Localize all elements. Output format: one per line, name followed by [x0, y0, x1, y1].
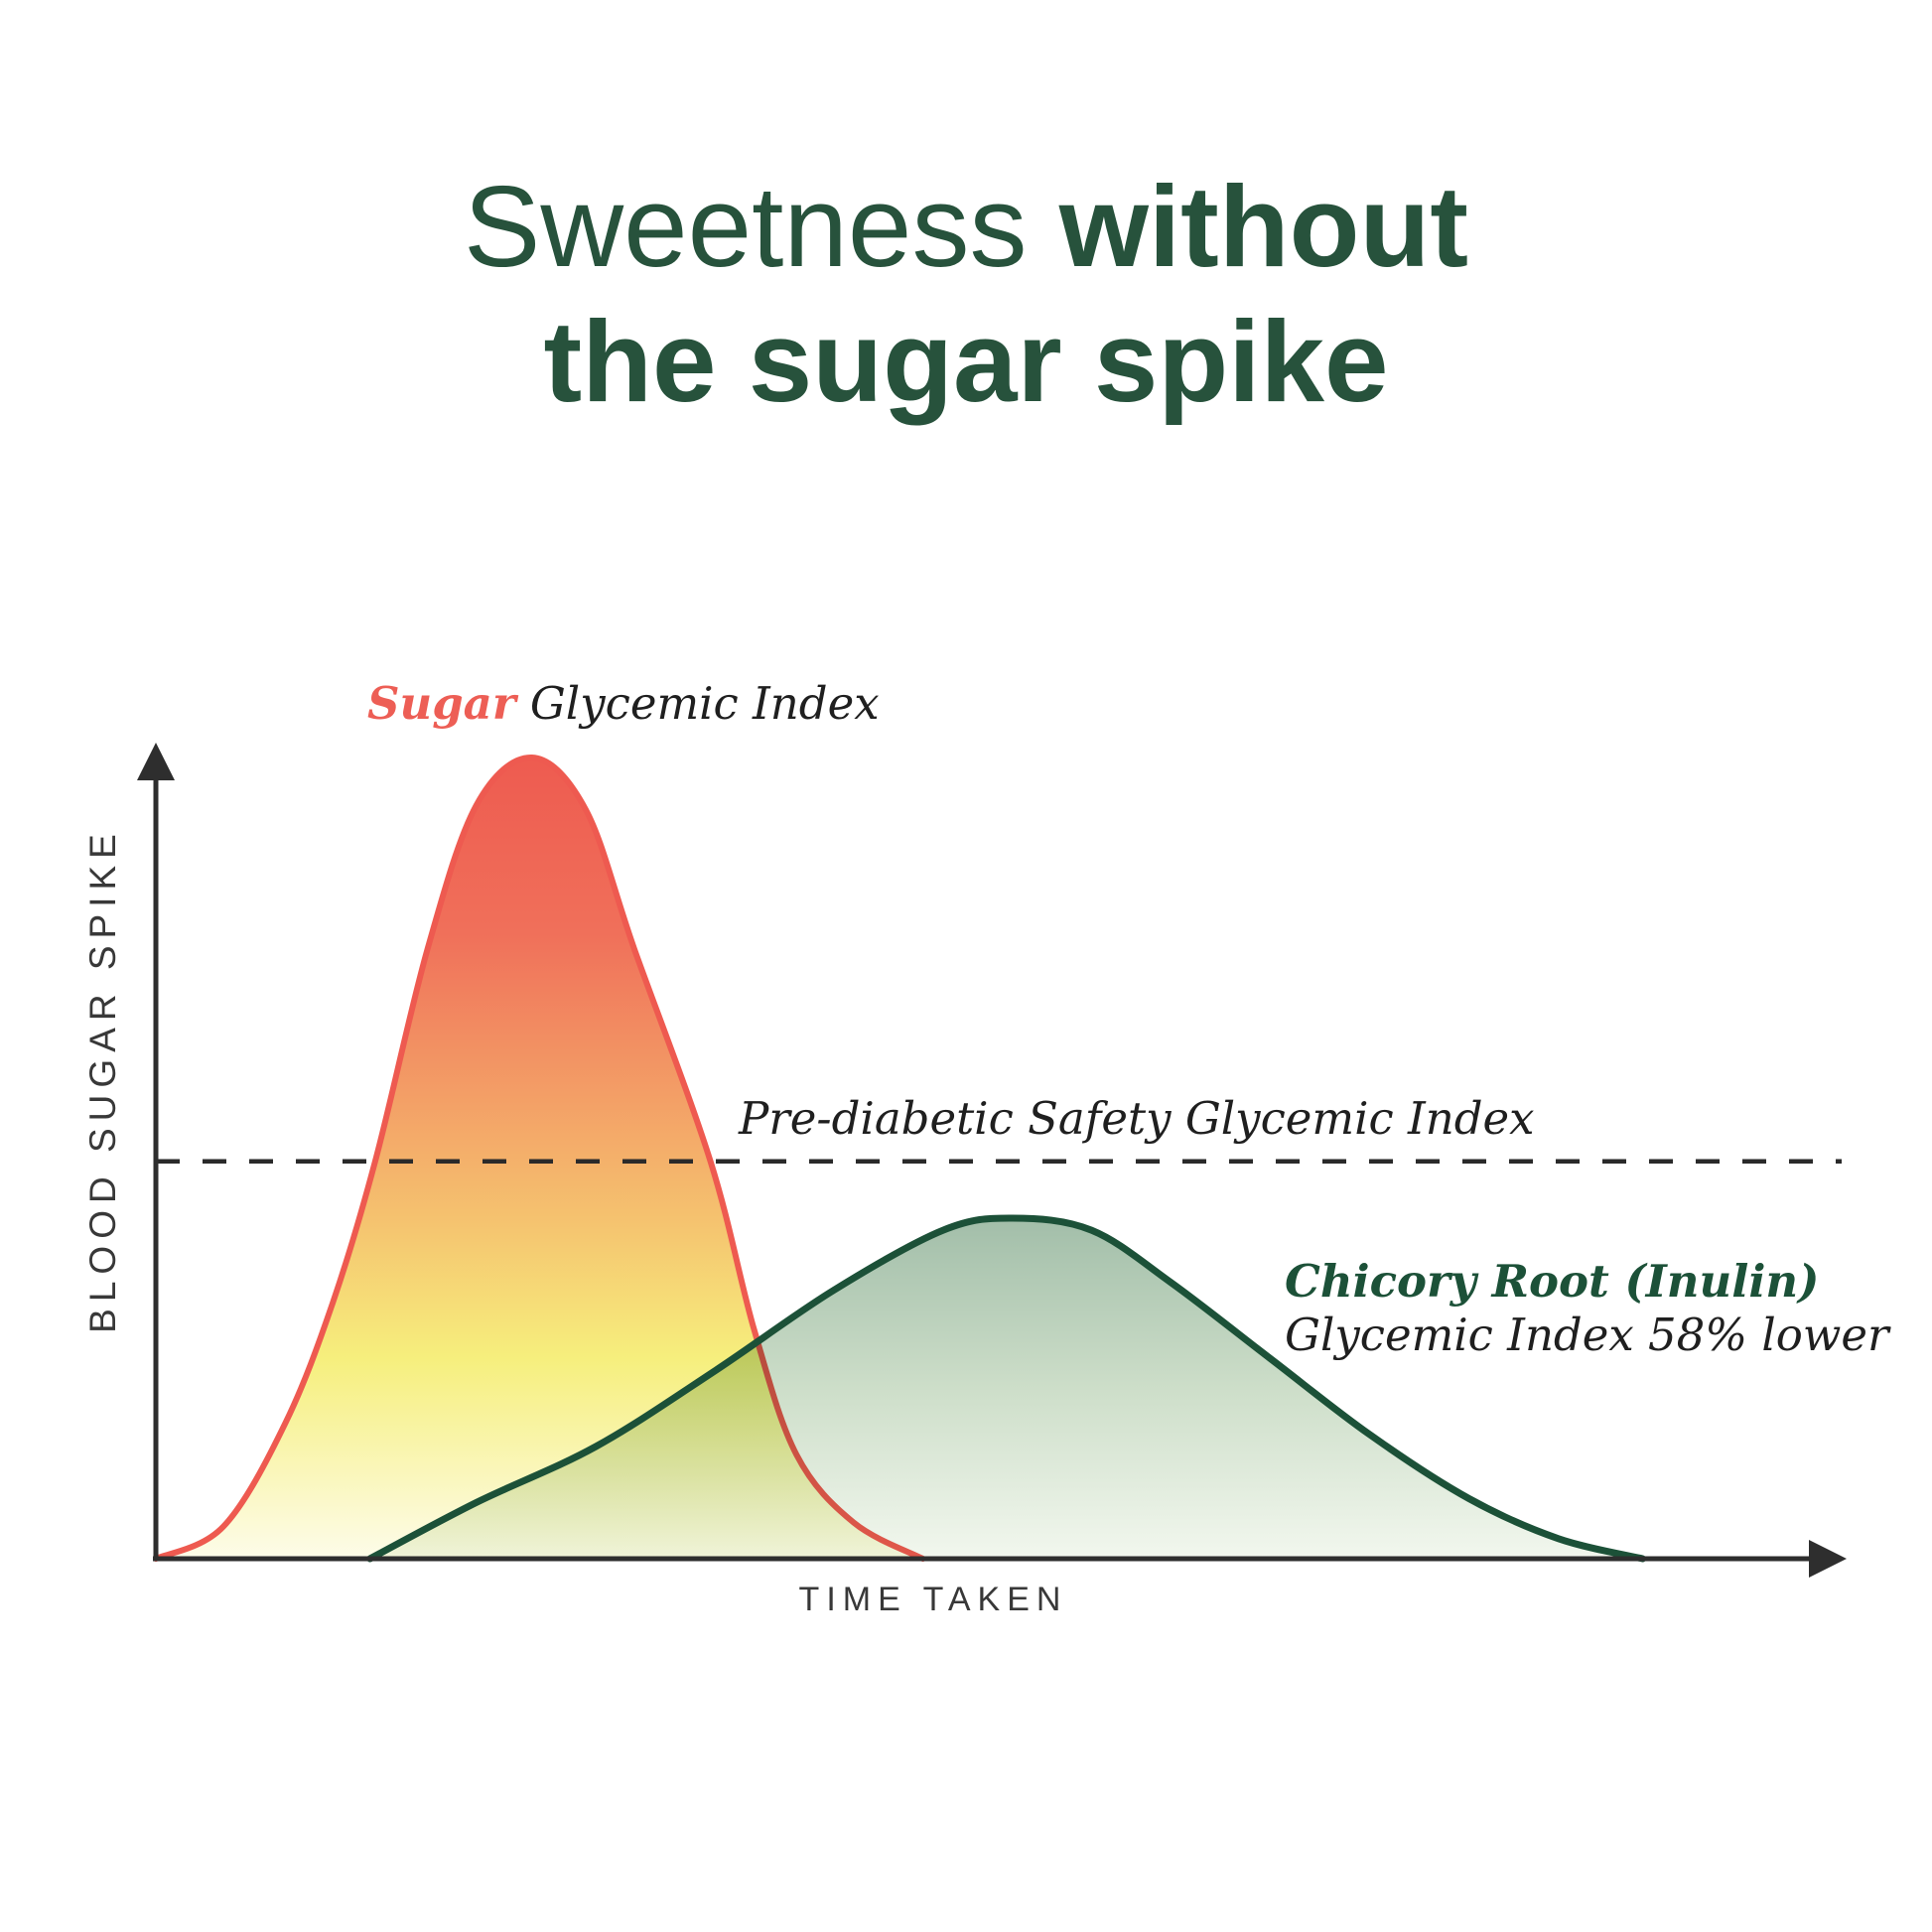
series-layer: [153, 755, 1647, 1563]
y-axis-arrow-icon: [137, 743, 175, 780]
x-axis-arrow-icon: [1809, 1540, 1847, 1578]
title-line1-regular: Sweetness: [464, 162, 1028, 291]
y-axis-title: BLOOD SUGAR SPIKE: [82, 827, 123, 1333]
chicory-curve-line: [366, 1214, 1647, 1563]
sugar-series-label: Sugar Glycemic Index: [367, 677, 880, 730]
threshold-label: Pre-diabetic Safety Glycemic Index: [739, 1092, 1535, 1145]
sugar-series-label-rest: Glycemic Index: [515, 677, 880, 730]
axes: [137, 743, 1847, 1578]
sugar-series-label-prefix: Sugar: [367, 677, 516, 730]
chicory-series-label-line1: Chicory Root (Inulin): [1285, 1255, 1820, 1308]
chicory-curve-fill: [369, 1218, 1643, 1559]
chicory-series-label-line2: Glycemic Index 58% lower: [1285, 1309, 1889, 1361]
title-line1: Sweetness without: [0, 159, 1932, 294]
chicory-series-label: Chicory Root (Inulin) Glycemic Index 58%…: [1285, 1255, 1889, 1362]
title-line1-bold: without: [1058, 162, 1468, 291]
page-title: Sweetness without the sugar spike: [0, 159, 1932, 429]
x-axis-title: TIME TAKEN: [798, 1581, 1068, 1618]
title-line2: the sugar spike: [543, 297, 1389, 426]
